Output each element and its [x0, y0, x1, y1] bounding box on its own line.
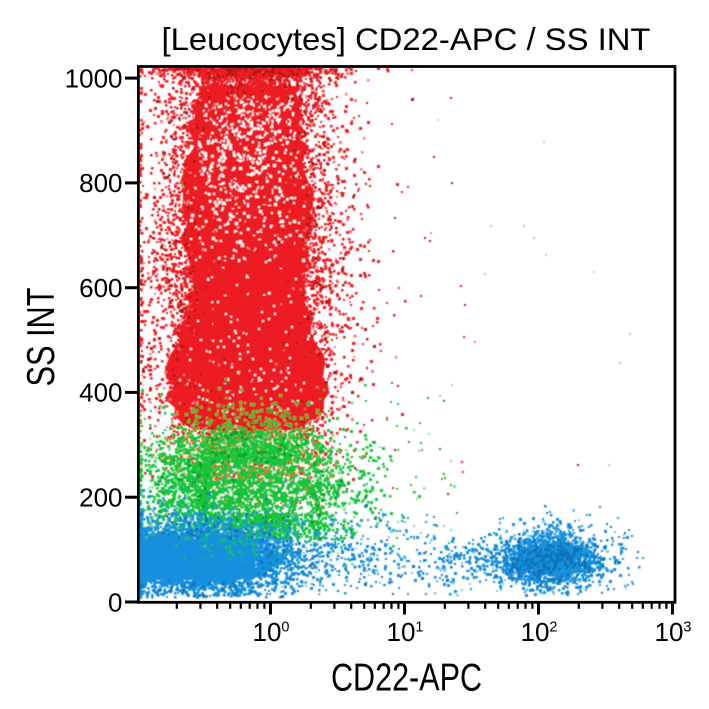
- svg-text:100: 100: [253, 617, 290, 647]
- svg-text:400: 400: [79, 378, 122, 408]
- svg-text:[Leucocytes] CD22-APC / SS INT: [Leucocytes] CD22-APC / SS INT: [162, 21, 651, 57]
- svg-text:800: 800: [79, 168, 122, 198]
- svg-text:1000: 1000: [65, 63, 123, 93]
- svg-text:200: 200: [79, 483, 122, 513]
- svg-text:SS INT: SS INT: [20, 288, 63, 387]
- svg-text:CD22-APC: CD22-APC: [331, 657, 482, 700]
- svg-text:600: 600: [79, 273, 122, 303]
- svg-text:0: 0: [108, 587, 122, 617]
